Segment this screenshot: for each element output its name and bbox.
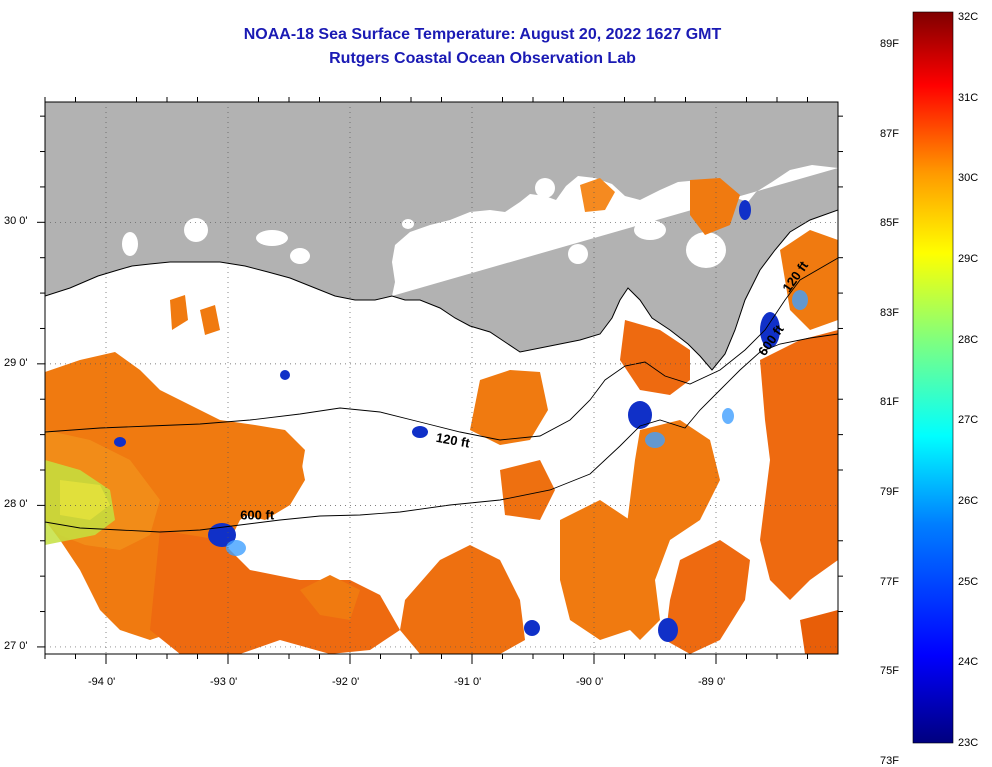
cool-water-patches — [226, 290, 808, 556]
colorbar-celsius-label: 23C — [958, 737, 979, 749]
map-title: NOAA-18 Sea Surface Temperature: August … — [243, 26, 722, 43]
colorbar-fahrenheit-label: 89F — [880, 37, 899, 50]
lat-label: 30 0' — [4, 215, 28, 228]
lon-label: -90 0' — [576, 676, 604, 688]
lat-label: 28 0' — [4, 498, 28, 511]
colorbar-fahrenheit-label: 77F — [880, 575, 899, 588]
graticule — [45, 102, 838, 654]
lat-label: 29 0' — [4, 356, 28, 369]
isobath-120ft — [45, 257, 838, 441]
colorbar-fahrenheit-label: 81F — [880, 396, 899, 409]
coastline — [45, 209, 838, 371]
sst-data-patches — [45, 178, 838, 654]
contour-label: 120 ft — [435, 430, 472, 451]
colorbar-fahrenheit-label: 87F — [880, 127, 899, 140]
isobath-600ft — [45, 333, 838, 533]
colorbar-fahrenheit-label: 79F — [880, 486, 899, 499]
colorbar-celsius-label: 31C — [958, 91, 979, 104]
lon-label: -94 0' — [88, 676, 116, 688]
colorbar-fahrenheit-label: 85F — [880, 217, 899, 230]
colorbar-fahrenheit-label: 75F — [880, 665, 899, 678]
colorbar-celsius-label: 29C — [958, 253, 979, 265]
lon-label: -89 0' — [698, 676, 726, 688]
colorbar-fahrenheit-label: 83F — [880, 306, 899, 319]
land-louisiana — [45, 102, 838, 370]
lon-label: -91 0' — [454, 676, 482, 688]
map-subtitle: Rutgers Coastal Ocean Observation Lab — [329, 50, 636, 67]
land-no-data — [122, 178, 726, 268]
lat-label: 27 0' — [4, 639, 28, 652]
lon-label: -92 0' — [332, 676, 360, 688]
colorbar-celsius-label: 28C — [958, 333, 979, 346]
colorbar-celsius-label: 24C — [958, 656, 979, 669]
colorbar-celsius-label: 32C — [958, 11, 979, 23]
colorbar-celsius-label: 27C — [958, 414, 979, 427]
lon-label: -93 0' — [210, 676, 238, 688]
colorbar-celsius-label: 26C — [958, 495, 979, 507]
axis-ticks — [37, 97, 843, 664]
colorbar-celsius-label: 30C — [958, 172, 979, 185]
contour-label: 600 ft — [240, 508, 275, 523]
colorbar-celsius-label: 25C — [958, 575, 979, 588]
colorbar — [912, 11, 954, 744]
cold-water-patches — [114, 200, 780, 642]
